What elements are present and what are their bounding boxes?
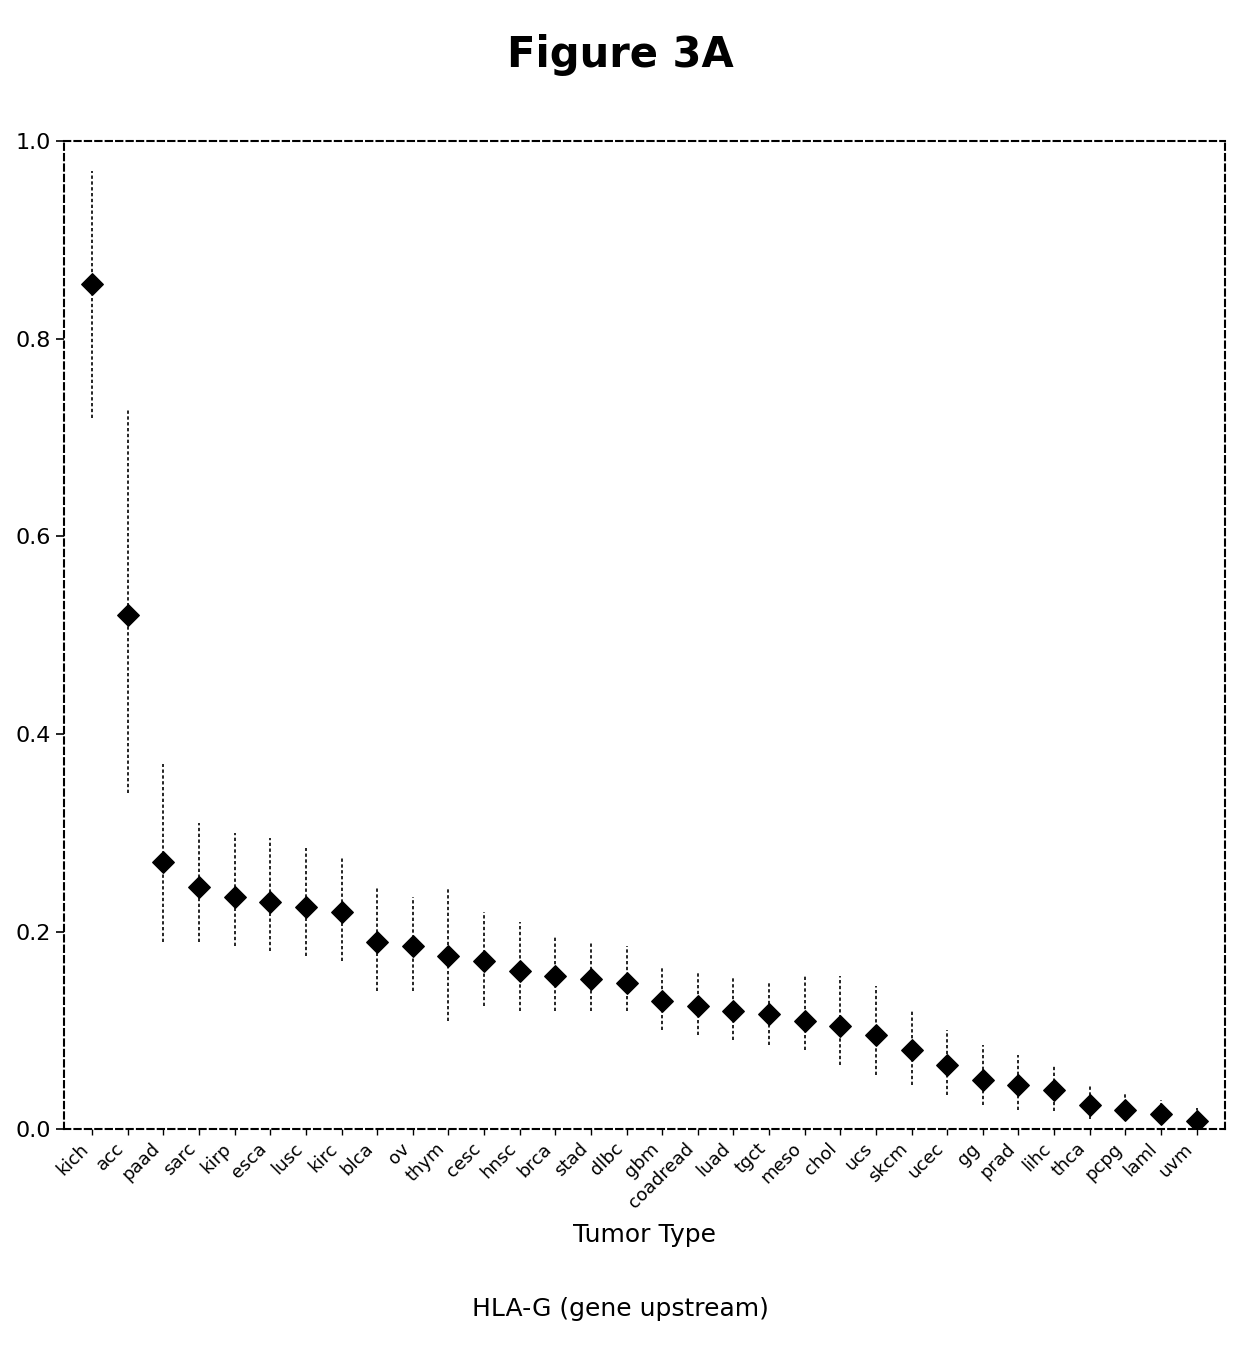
Point <box>901 1039 921 1061</box>
Point <box>1008 1073 1028 1095</box>
Point <box>474 950 494 972</box>
Point <box>688 995 708 1016</box>
Point <box>973 1069 993 1091</box>
Point <box>582 968 601 989</box>
Point <box>439 946 459 968</box>
Point <box>403 935 423 957</box>
Point <box>296 896 316 917</box>
Point <box>937 1054 957 1076</box>
Point <box>616 972 636 993</box>
Point <box>831 1015 851 1037</box>
Point <box>1187 1110 1207 1132</box>
Text: HLA-G (gene upstream): HLA-G (gene upstream) <box>471 1297 769 1322</box>
Point <box>866 1025 885 1046</box>
Point <box>1044 1079 1064 1101</box>
Point <box>1080 1094 1100 1115</box>
Point <box>190 877 210 898</box>
Point <box>118 605 138 627</box>
X-axis label: Tumor Type: Tumor Type <box>573 1223 715 1247</box>
Point <box>331 901 351 923</box>
Point <box>546 965 565 987</box>
Point <box>1151 1103 1171 1125</box>
Point <box>367 931 387 953</box>
Point <box>82 274 102 296</box>
Point <box>1115 1099 1135 1121</box>
Text: Figure 3A: Figure 3A <box>507 34 733 76</box>
Point <box>759 1003 779 1025</box>
Point <box>795 1010 815 1031</box>
Point <box>723 1000 743 1022</box>
Point <box>510 961 529 982</box>
Point <box>224 886 244 908</box>
Point <box>652 991 672 1012</box>
Point <box>260 892 280 913</box>
Point <box>154 852 174 874</box>
